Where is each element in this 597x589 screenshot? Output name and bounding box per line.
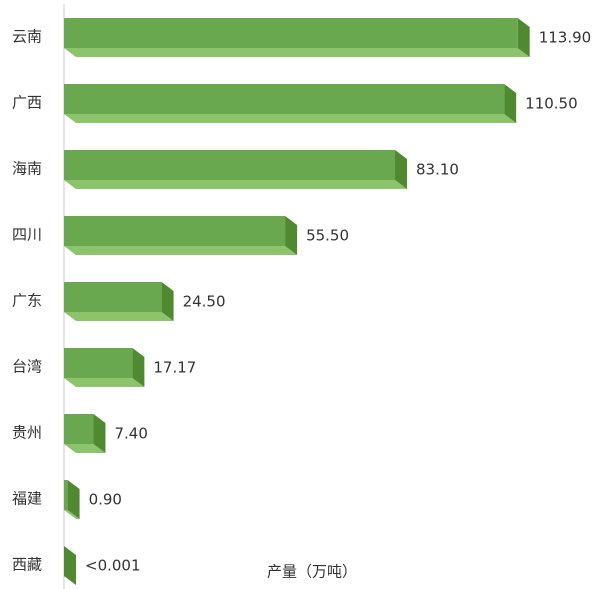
- value-label: 83.10: [416, 161, 459, 179]
- bar-side: [64, 546, 77, 585]
- value-label: <0.001: [85, 557, 141, 575]
- bar-side: [67, 480, 80, 519]
- bar-bottom: [64, 444, 106, 453]
- bar: [64, 348, 133, 378]
- y-tick-label: 广西: [12, 94, 42, 112]
- y-tick-label: 云南: [12, 28, 42, 46]
- y-tick-label: 福建: [12, 490, 42, 508]
- bar-side: [395, 150, 408, 189]
- bar: [64, 84, 505, 114]
- bar-side: [504, 84, 517, 123]
- y-tick-label: 台湾: [12, 358, 42, 376]
- value-label: 0.90: [89, 491, 122, 509]
- bar-bottom: [64, 576, 77, 585]
- value-label: 7.40: [114, 425, 147, 443]
- y-tick-label: 西藏: [12, 556, 42, 574]
- bar-side: [93, 414, 106, 453]
- y-tick-label: 四川: [12, 226, 42, 244]
- value-label: 55.50: [306, 227, 349, 245]
- y-tick-label: 海南: [12, 160, 42, 178]
- bar: [64, 216, 286, 246]
- bar: [64, 150, 396, 180]
- bar-bottom: [64, 312, 174, 321]
- bar-side: [285, 216, 298, 255]
- x-axis-label: 产量（万吨）: [267, 563, 357, 581]
- bar: [64, 18, 518, 48]
- bar-bottom: [64, 510, 80, 519]
- bar: [64, 480, 68, 510]
- bar-side: [161, 282, 174, 321]
- bar-side: [132, 348, 145, 387]
- y-tick-label: 广东: [12, 292, 42, 310]
- value-label: 17.17: [153, 359, 196, 377]
- value-label: 113.90: [539, 29, 592, 47]
- bar-bottom: [64, 180, 408, 189]
- bar-bottom: [64, 378, 145, 387]
- bar: [64, 414, 94, 444]
- value-label: 110.50: [525, 95, 578, 113]
- bar-bottom: [64, 114, 517, 123]
- y-tick-label: 贵州: [12, 424, 42, 442]
- value-label: 24.50: [183, 293, 226, 311]
- bar: [64, 282, 162, 312]
- bar-side: [517, 18, 530, 57]
- bar-bottom: [64, 48, 530, 57]
- bar-bottom: [64, 246, 298, 255]
